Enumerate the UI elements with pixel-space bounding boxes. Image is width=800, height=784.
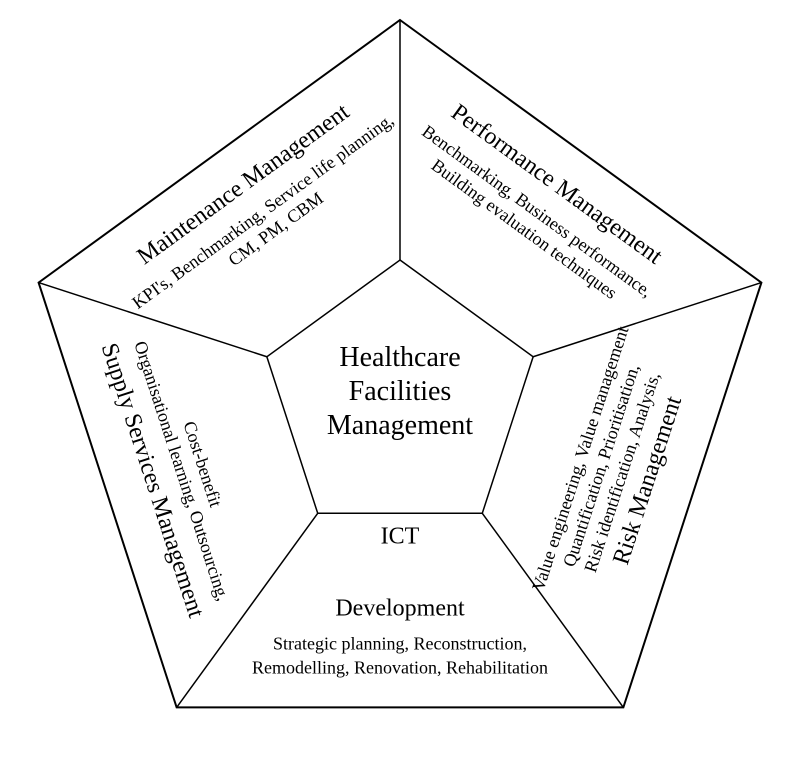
segment-subtitle-line: Remodelling, Renovation, Rehabilitation (252, 657, 548, 677)
ict-label: ICT (381, 523, 420, 549)
center-title-line: Facilities (349, 376, 452, 407)
center-title-line: Healthcare (339, 342, 460, 373)
pentagon-diagram: Maintenance ManagementKPI's, Benchmarkin… (0, 0, 800, 784)
segment-subtitle-line: Strategic planning, Reconstruction, (273, 633, 527, 653)
center-title-line: Management (327, 410, 473, 441)
segment-title: Development (335, 595, 465, 621)
